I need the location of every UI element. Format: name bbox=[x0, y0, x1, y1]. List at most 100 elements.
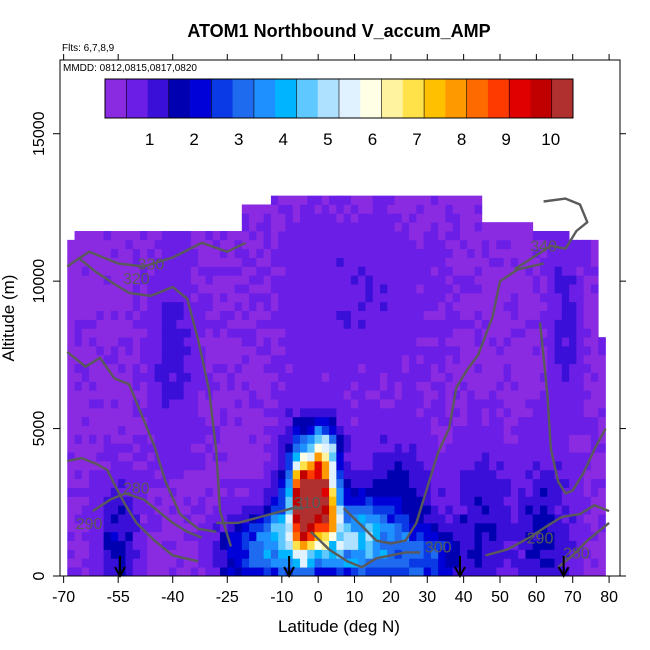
heatmap-cell bbox=[125, 372, 134, 382]
heatmap-cell bbox=[278, 301, 286, 312]
heatmap-cell bbox=[300, 319, 308, 329]
heatmap-cell bbox=[140, 328, 148, 338]
heatmap-cell bbox=[430, 204, 439, 214]
heatmap-cell bbox=[503, 284, 512, 294]
heatmap-cell bbox=[198, 266, 206, 276]
heatmap-cell bbox=[394, 478, 403, 488]
heatmap-cell bbox=[430, 381, 439, 391]
heatmap-cell bbox=[278, 425, 286, 435]
heatmap-cell bbox=[154, 522, 163, 533]
heatmap-cell bbox=[110, 319, 119, 329]
heatmap-cell bbox=[183, 399, 192, 409]
heatmap-cell bbox=[430, 416, 439, 427]
heatmap-cell bbox=[154, 231, 163, 241]
heatmap-cell bbox=[140, 381, 148, 391]
heatmap-cell bbox=[176, 434, 185, 444]
heatmap-cell bbox=[532, 292, 541, 303]
heatmap-cell bbox=[438, 567, 446, 576]
heatmap-cell bbox=[147, 496, 155, 506]
heatmap-cell bbox=[292, 239, 301, 250]
heatmap-cell bbox=[140, 354, 148, 365]
heatmap-cell bbox=[489, 248, 497, 258]
heatmap-cell bbox=[350, 328, 359, 338]
heatmap-cell bbox=[190, 301, 199, 312]
heatmap-cell bbox=[372, 469, 381, 480]
heatmap-cell bbox=[110, 558, 119, 568]
heatmap-cell bbox=[256, 275, 265, 285]
heatmap-cell bbox=[321, 487, 330, 497]
heatmap-cell bbox=[278, 461, 286, 471]
heatmap-cell bbox=[561, 540, 570, 550]
heatmap-cell bbox=[372, 337, 381, 347]
heatmap-cell bbox=[147, 372, 155, 382]
colorbar-tick-label: 8 bbox=[457, 130, 466, 149]
heatmap-cell bbox=[307, 204, 315, 214]
heatmap-cell bbox=[103, 425, 112, 435]
heatmap-cell bbox=[569, 469, 577, 480]
heatmap-cell bbox=[118, 416, 126, 427]
heatmap-cell bbox=[234, 558, 243, 568]
heatmap-cell bbox=[278, 195, 286, 205]
heatmap-cell bbox=[365, 531, 374, 542]
heatmap-cell bbox=[430, 337, 439, 347]
heatmap-cell bbox=[598, 558, 606, 568]
heatmap-cell bbox=[474, 310, 483, 320]
heatmap-cell bbox=[314, 204, 323, 214]
heatmap-cell bbox=[292, 257, 301, 267]
heatmap-cell bbox=[394, 195, 403, 205]
heatmap-cell bbox=[227, 531, 235, 542]
heatmap-cell bbox=[241, 213, 250, 223]
heatmap-cell bbox=[590, 266, 599, 276]
heatmap-cell bbox=[583, 372, 592, 382]
heatmap-cell bbox=[270, 222, 279, 232]
heatmap-cell bbox=[147, 514, 155, 524]
heatmap-cell bbox=[125, 469, 134, 480]
heatmap-cell bbox=[198, 248, 206, 258]
heatmap-cell bbox=[423, 204, 432, 214]
heatmap-cell bbox=[583, 416, 592, 427]
heatmap-cell bbox=[227, 478, 235, 488]
heatmap-cell bbox=[140, 363, 148, 373]
heatmap-cell bbox=[394, 257, 403, 267]
heatmap-cell bbox=[416, 195, 425, 205]
heatmap-cell bbox=[547, 407, 555, 418]
heatmap-cell bbox=[321, 319, 330, 329]
heatmap-cell bbox=[249, 487, 257, 497]
heatmap-cell bbox=[576, 319, 585, 329]
heatmap-cell bbox=[518, 434, 526, 444]
heatmap-cell bbox=[474, 407, 483, 418]
heatmap-cell bbox=[190, 257, 199, 267]
heatmap-cell bbox=[140, 372, 148, 382]
heatmap-cell bbox=[474, 496, 483, 506]
heatmap-cell bbox=[132, 425, 141, 435]
heatmap-cell bbox=[401, 487, 410, 497]
heatmap-cell bbox=[74, 540, 83, 550]
heatmap-cell bbox=[554, 381, 563, 391]
heatmap-cell bbox=[481, 505, 490, 515]
heatmap-cell bbox=[336, 487, 345, 497]
heatmap-cell bbox=[314, 257, 323, 267]
heatmap-cell bbox=[445, 213, 454, 223]
heatmap-cell bbox=[401, 266, 410, 276]
heatmap-cell bbox=[460, 443, 468, 453]
heatmap-cell bbox=[365, 328, 374, 338]
heatmap-cell bbox=[525, 567, 534, 576]
heatmap-cell bbox=[416, 478, 425, 488]
heatmap-cell bbox=[561, 416, 570, 427]
heatmap-cell bbox=[387, 284, 395, 294]
heatmap-cell bbox=[540, 381, 548, 391]
heatmap-cell bbox=[103, 257, 112, 267]
heatmap-cell bbox=[489, 346, 497, 356]
heatmap-cell bbox=[169, 434, 177, 444]
contour-line bbox=[216, 507, 304, 525]
heatmap-cell bbox=[350, 213, 359, 223]
heatmap-cell bbox=[561, 266, 570, 276]
heatmap-cell bbox=[489, 461, 497, 471]
heatmap-cell bbox=[576, 301, 585, 312]
heatmap-cell bbox=[249, 284, 257, 294]
heatmap-cell bbox=[380, 522, 388, 533]
heatmap-cell bbox=[372, 390, 381, 400]
heatmap-cell bbox=[510, 443, 519, 453]
heatmap-cell bbox=[598, 390, 606, 400]
heatmap-cell bbox=[81, 452, 90, 462]
